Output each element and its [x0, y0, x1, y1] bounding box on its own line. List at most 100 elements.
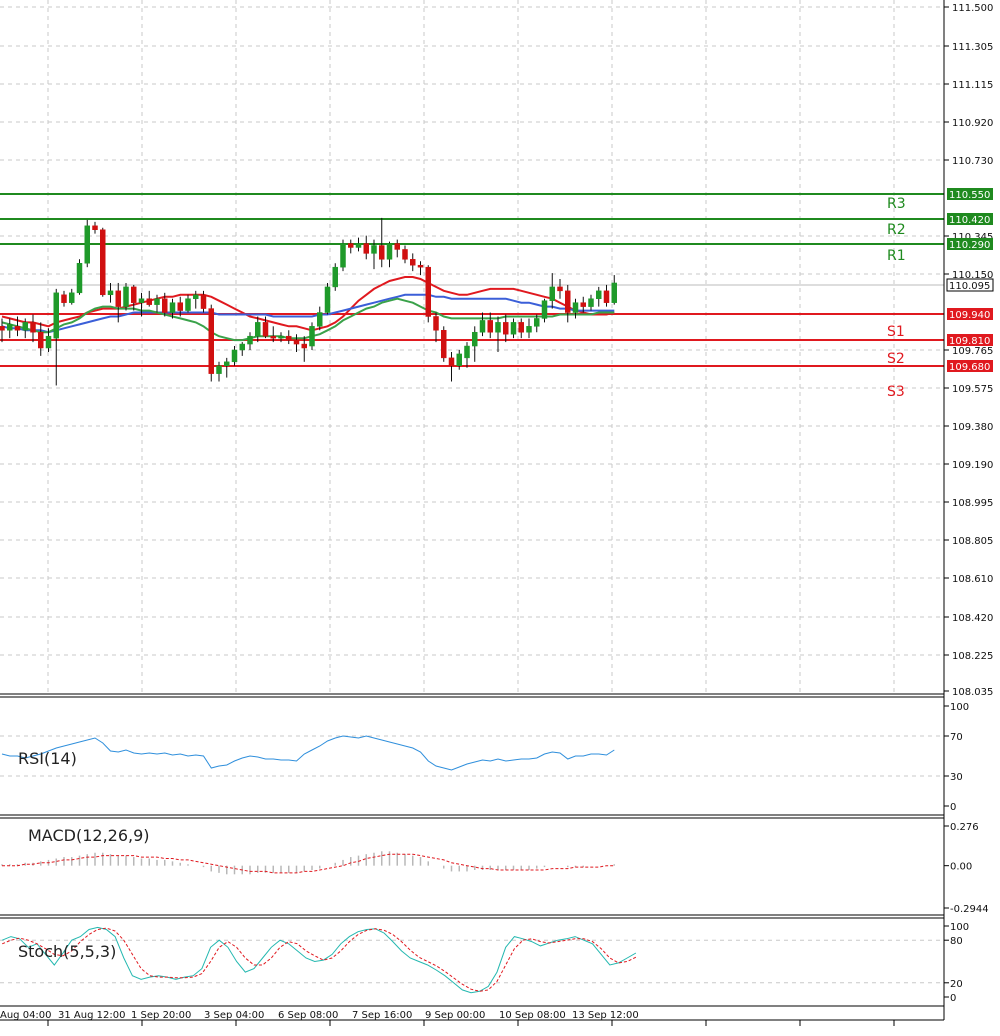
candle-body-up [239, 343, 245, 351]
rsi-panel: 100 70 30 0 RSI(14) [0, 696, 969, 816]
level-tag-bg [947, 238, 993, 250]
candle-body-up [7, 324, 13, 331]
candle [262, 316, 269, 339]
candle-body-up [224, 361, 230, 366]
candle [363, 235, 369, 260]
candle [433, 312, 439, 343]
candle-body-up [255, 322, 261, 337]
ma-blue-line [1, 293, 615, 334]
candle-body-up [22, 322, 28, 331]
stoch-tick-label: 20 [950, 979, 963, 990]
candle-body-up [193, 294, 199, 299]
candle [169, 298, 176, 319]
candle-body-up [464, 345, 470, 359]
level-tag-bg [947, 334, 993, 346]
candle [293, 334, 300, 352]
candle [247, 332, 253, 350]
level-tag-s2: 109.810 [949, 336, 990, 347]
candle [0, 318, 5, 343]
macd-histogram [1, 851, 615, 875]
candle [417, 261, 424, 276]
rsi-label: RSI(14) [18, 749, 77, 768]
level-tag-bg [947, 213, 993, 225]
candle-body-down [200, 294, 207, 309]
candle [107, 282, 114, 303]
candle [503, 314, 509, 343]
macd-panel: 0.276 0.00 -0.2944 MACD(12,26,9) [0, 817, 989, 916]
level-tag-r3: 110.550 [949, 190, 990, 201]
price-tick-label: 111.500 [952, 3, 993, 14]
candle-body-down [30, 322, 36, 333]
candle [301, 336, 307, 362]
level-label-s3: S3 [887, 384, 905, 400]
price-tick-label: 110.150 [952, 270, 993, 281]
candle [402, 245, 408, 264]
price-tick-label: 109.380 [952, 422, 993, 433]
rsi-tick-label: 30 [950, 772, 963, 783]
candle [526, 318, 532, 339]
candle-body-up [123, 286, 129, 307]
time-tick-label: Aug 04:00 [0, 1010, 52, 1021]
price-panel: 111.500 111.305 111.115 110.920 110.730 110.3… [0, 0, 994, 1020]
rsi-axis: 100 70 30 0 [944, 702, 969, 813]
time-tick-label: 6 Sep 08:00 [278, 1010, 338, 1021]
candle [100, 227, 106, 297]
candle [30, 314, 36, 343]
stoch-main-line [2, 926, 637, 994]
price-axis: 111.500 111.305 111.115 110.920 110.730 110.3… [944, 3, 993, 698]
time-axis: Aug 04:00 31 Aug 12:00 1 Sep 20:00 3 Sep 04… [0, 1010, 944, 1026]
candle-body-up [154, 298, 160, 305]
candle [425, 265, 431, 323]
candle [278, 332, 284, 343]
candle [177, 296, 183, 317]
price-tick-label: 109.190 [952, 460, 993, 471]
candle [7, 318, 13, 339]
candle-body-down [379, 245, 385, 260]
candle [146, 290, 152, 307]
candle-body-down [270, 335, 276, 339]
candle-body-down [301, 343, 307, 349]
candle-body-down [565, 290, 571, 313]
time-tick-label: 10 Sep 08:00 [499, 1010, 566, 1021]
candle-body-up [472, 331, 478, 347]
candle-body-down [410, 259, 416, 266]
candle [371, 239, 377, 270]
candle-body-up [534, 318, 540, 327]
candle-body-up [611, 282, 617, 303]
candle-body-down [603, 290, 610, 303]
candle-body-up [216, 365, 222, 374]
level-tag-s3: 109.680 [949, 362, 990, 373]
candle [231, 346, 238, 366]
candle-body-up [340, 243, 346, 268]
candle-body-down [262, 322, 269, 337]
candle [588, 294, 594, 311]
candle-body-down [557, 286, 563, 292]
candle-body-up [541, 300, 548, 319]
candle [479, 312, 486, 337]
level-label-r1: R1 [887, 248, 906, 264]
candle [557, 279, 563, 299]
price-tick-label: 108.610 [952, 574, 993, 585]
candle-body-down [92, 225, 98, 230]
candle-body-down [115, 290, 121, 307]
candle-body-down [0, 326, 5, 331]
macd-label: MACD(12,26,9) [28, 826, 150, 845]
candle-body-down [38, 331, 44, 349]
candle-body-up [76, 262, 83, 294]
candle-body-up [317, 312, 323, 327]
candle-body-up [588, 298, 594, 307]
candle [603, 284, 610, 307]
time-tick-label: 9 Sep 00:00 [425, 1010, 485, 1021]
candle-body-down [518, 322, 524, 333]
candle [92, 221, 98, 234]
candle-body-down [286, 335, 292, 341]
candle-body-down [146, 298, 152, 305]
rsi-line [1, 735, 615, 771]
candle-body-down [425, 266, 431, 317]
macd-tick-label: -0.2944 [950, 904, 989, 915]
candle [38, 322, 44, 356]
candle-body-up [355, 243, 362, 248]
candle [22, 318, 28, 339]
candle [162, 292, 168, 317]
candle-body-up [456, 353, 462, 366]
